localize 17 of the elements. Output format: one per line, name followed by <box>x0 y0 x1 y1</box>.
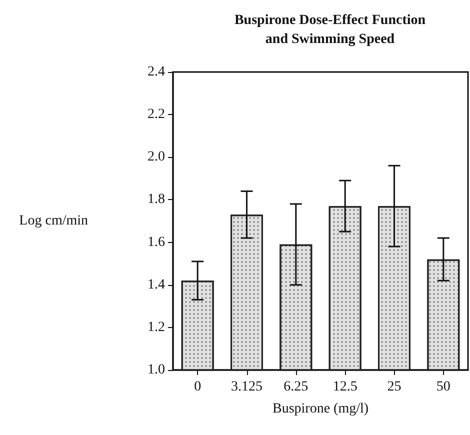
x-tick-label: 25 <box>387 380 402 394</box>
x-tick-label: 50 <box>436 380 450 394</box>
y-tick-label: 2.0 <box>148 150 165 165</box>
x-tick-label: 12.5 <box>332 380 358 394</box>
y-tick-label: 1.8 <box>148 192 165 208</box>
x-tick-label: 0 <box>194 380 202 394</box>
y-tick-label: 1.4 <box>148 277 165 292</box>
x-axis-title: Buspirone (mg/l) <box>272 402 369 416</box>
y-tick-label: 2.4 <box>148 64 165 80</box>
y-axis-title: Log cm/min <box>19 214 88 228</box>
x-tick-label: 6.25 <box>284 380 308 394</box>
y-tick-label: 2.2 <box>148 107 165 122</box>
y-tick-label: 1.6 <box>148 234 165 250</box>
x-tick-label: 3.125 <box>231 380 262 394</box>
y-tick-label: 1.0 <box>148 362 165 378</box>
y-tick-label: 1.2 <box>148 320 165 335</box>
chart-title: Buspirone Dose-Effect Function and Swimming Speed <box>234 13 426 47</box>
